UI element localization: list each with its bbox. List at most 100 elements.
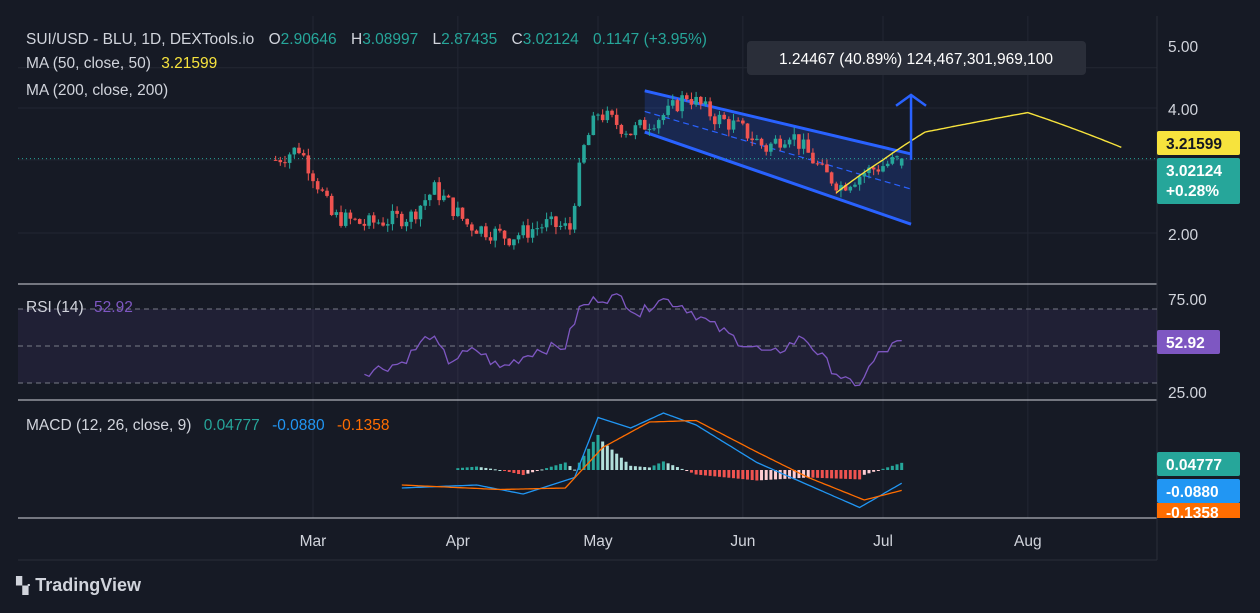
- macd-hist-bar: [685, 470, 689, 471]
- candle-body: [652, 128, 656, 130]
- candle-body: [320, 189, 325, 191]
- macd-hist-bar: [834, 470, 838, 479]
- macd-hist-bar: [465, 467, 469, 470]
- macd-hist-bar: [774, 470, 778, 480]
- candle-body: [675, 100, 680, 112]
- candle-body: [689, 99, 694, 105]
- ma200-legend[interactable]: MA (200, close, 200): [26, 82, 168, 99]
- candle-body: [535, 228, 540, 230]
- price-tick-4: 4.00: [1168, 102, 1199, 119]
- candle-body: [628, 133, 633, 136]
- macd-hist-bar: [830, 470, 834, 479]
- macd-hist-bar: [605, 445, 609, 470]
- candle-body: [820, 163, 825, 165]
- ma50-legend[interactable]: MA (50, close, 50) 3.21599: [26, 55, 217, 72]
- candle-body: [292, 147, 297, 155]
- macd-line[interactable]: [401, 412, 903, 509]
- rsi-tag: [1157, 330, 1220, 354]
- macd-hist-bar: [750, 470, 754, 481]
- macd-hist-bar: [549, 466, 553, 470]
- candle-body: [586, 135, 591, 146]
- macd-hist-bar: [638, 466, 642, 470]
- candle-body: [493, 228, 498, 241]
- candle-body: [815, 163, 820, 165]
- candle-body: [568, 223, 572, 230]
- channel-upper-line[interactable]: [644, 89, 912, 156]
- candle-body: [395, 210, 399, 214]
- candle-body: [778, 138, 783, 148]
- macd-hist-bar: [848, 470, 852, 480]
- candle-body: [656, 120, 661, 129]
- header-legend: SUI/USD - BLU, 1D, DEXTools.io O2.90646 …: [26, 31, 707, 48]
- candle-body: [713, 116, 717, 125]
- high-value: 3.08997: [362, 31, 418, 48]
- candle-body: [633, 125, 638, 136]
- candle-body: [376, 222, 381, 224]
- macd-hist-bar: [507, 470, 511, 473]
- candle-body: [759, 138, 764, 146]
- tradingview-brand[interactable]: ▚ᐧ TradingView: [16, 575, 141, 596]
- candle-body: [857, 176, 862, 185]
- candles[interactable]: [273, 91, 904, 250]
- candle-body: [404, 221, 409, 227]
- candle-body: [722, 114, 726, 120]
- macd-hist-bar: [535, 470, 539, 471]
- macd-hist-bar: [797, 470, 801, 479]
- candle-body: [708, 101, 712, 117]
- channel-fill[interactable]: [644, 90, 912, 225]
- candle-body: [470, 224, 474, 231]
- last-price-tag-price: 3.02124: [1166, 163, 1222, 180]
- candle-body: [829, 172, 834, 184]
- candle-body: [703, 101, 708, 105]
- macd-hist-bar: [731, 470, 735, 479]
- candle-body: [325, 190, 329, 196]
- ma50-price-tag: [1157, 131, 1240, 155]
- candle-body: [881, 166, 885, 172]
- macd-hist-bar: [456, 468, 460, 470]
- macd-hist-bar: [498, 470, 502, 471]
- macd-hist-bar: [862, 470, 866, 475]
- symbol-title: SUI/USD - BLU, 1D, DEXTools.io: [26, 31, 254, 48]
- candle-body: [516, 235, 521, 240]
- candle-body: [385, 224, 390, 226]
- macd-hist-bar: [722, 470, 726, 478]
- candle-body: [680, 95, 684, 112]
- macd-signal-line[interactable]: [401, 419, 902, 501]
- macd-hist-bar: [694, 470, 698, 475]
- candle-body: [843, 185, 848, 191]
- candle-body: [558, 225, 563, 228]
- candle-body: [287, 154, 292, 163]
- candle-body: [484, 226, 488, 238]
- time-label-apr: Apr: [446, 533, 470, 550]
- macd-histogram[interactable]: [456, 434, 904, 481]
- candle-body: [899, 158, 904, 166]
- macd-hist-bar: [554, 465, 558, 470]
- candle-body: [315, 181, 320, 190]
- candle-body: [684, 95, 689, 100]
- macd-hist-bar: [746, 470, 750, 480]
- candle-body: [862, 173, 867, 177]
- candle-body: [834, 183, 839, 191]
- candle-body: [783, 144, 787, 148]
- rsi-line[interactable]: [364, 293, 902, 387]
- macd-legend[interactable]: MACD (12, 26, close, 9) 0.04777 -0.0880 …: [26, 417, 390, 434]
- rsi-pane[interactable]: [364, 293, 902, 387]
- candle-body: [278, 160, 283, 163]
- ma50-line[interactable]: [835, 111, 1122, 194]
- macd-hist-bar: [517, 470, 521, 475]
- macd-hist-bar: [811, 470, 815, 478]
- macd-hist-bar: [792, 470, 796, 479]
- candle-body: [334, 212, 339, 215]
- macd-hist-bar: [769, 470, 773, 480]
- time-label-jul: Jul: [873, 533, 893, 550]
- macd-hist-bar: [666, 463, 670, 470]
- macd-hist-bar: [703, 470, 707, 476]
- rsi-legend[interactable]: RSI (14) 52.92: [26, 299, 133, 316]
- candle-body: [507, 238, 512, 246]
- candle-body: [647, 128, 652, 130]
- channel-lower-line[interactable]: [644, 130, 912, 226]
- macd-hist-bar: [680, 468, 684, 470]
- candle-body: [446, 195, 451, 198]
- macd-hist-bar: [816, 470, 820, 478]
